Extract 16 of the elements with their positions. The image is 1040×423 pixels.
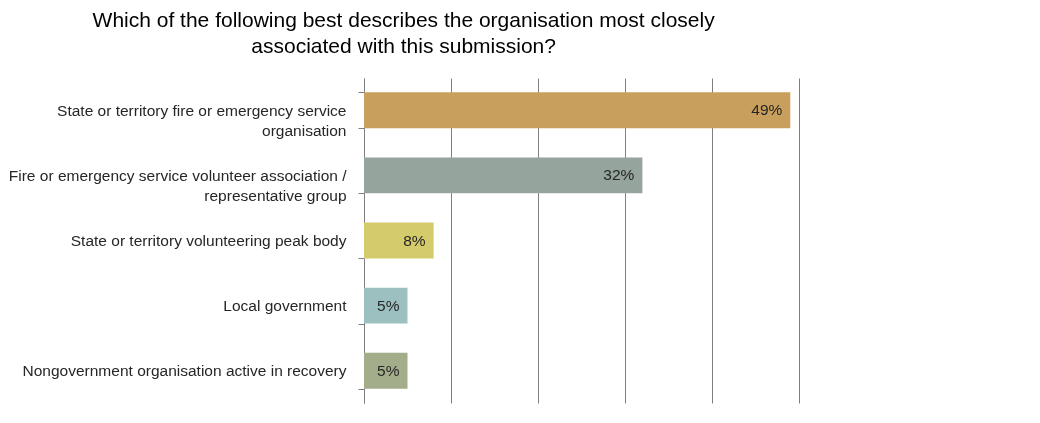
y-tick-label: State or territory volunteering peak body bbox=[70, 232, 347, 249]
data-label: 5% bbox=[377, 296, 400, 314]
data-label: 5% bbox=[377, 361, 400, 379]
y-tick-label: Nongovernment organisation active in recovery bbox=[22, 362, 347, 380]
data-label: 8% bbox=[403, 231, 426, 249]
chart-title: Which of the following best describes the organisation most closely associated with this submission? bbox=[92, 8, 716, 57]
y-tick-label: State or territory fire or emergency service organisation bbox=[57, 101, 347, 139]
bar bbox=[364, 287, 408, 324]
y-tick-label: Fire or emergency service volunteer association / representative group bbox=[8, 166, 348, 204]
data-label: 49% bbox=[751, 101, 783, 119]
bar bbox=[364, 92, 791, 129]
y-tick-label: Local government bbox=[223, 297, 348, 315]
bar bbox=[364, 352, 408, 389]
bar bbox=[364, 157, 643, 194]
data-label: 32% bbox=[603, 166, 635, 184]
bar bbox=[364, 222, 434, 259]
